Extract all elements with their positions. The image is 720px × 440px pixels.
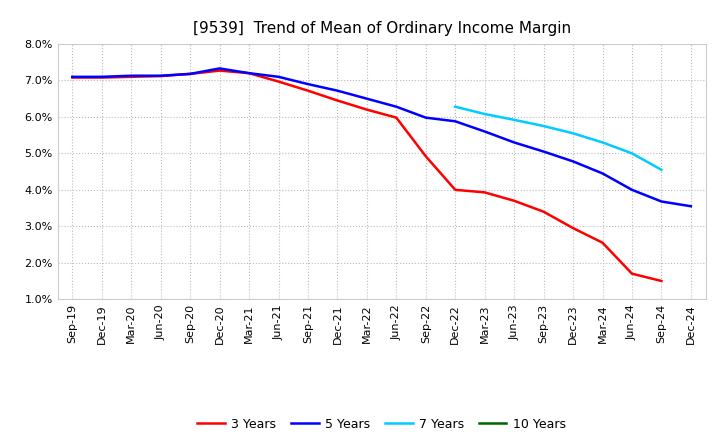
3 Years: [539, 209, 548, 214]
5 Years: [392, 104, 400, 110]
7 Years: [657, 167, 666, 172]
5 Years: [569, 159, 577, 164]
3 Years: [127, 74, 135, 80]
5 Years: [97, 74, 106, 80]
3 Years: [68, 75, 76, 80]
3 Years: [392, 115, 400, 120]
3 Years: [186, 71, 194, 77]
3 Years: [598, 240, 607, 246]
Title: [9539]  Trend of Mean of Ordinary Income Margin: [9539] Trend of Mean of Ordinary Income …: [192, 21, 571, 36]
5 Years: [363, 96, 372, 101]
7 Years: [628, 151, 636, 156]
5 Years: [68, 74, 76, 80]
3 Years: [363, 107, 372, 112]
3 Years: [274, 79, 283, 84]
3 Years: [569, 225, 577, 231]
5 Years: [215, 66, 224, 71]
7 Years: [539, 123, 548, 128]
5 Years: [480, 129, 489, 134]
7 Years: [510, 117, 518, 122]
5 Years: [657, 199, 666, 204]
5 Years: [598, 171, 607, 176]
5 Years: [304, 81, 312, 87]
3 Years: [657, 279, 666, 284]
5 Years: [245, 70, 253, 76]
3 Years: [333, 98, 342, 103]
7 Years: [598, 140, 607, 145]
5 Years: [628, 187, 636, 192]
5 Years: [421, 115, 430, 120]
7 Years: [569, 131, 577, 136]
5 Years: [274, 74, 283, 80]
Line: 3 Years: 3 Years: [72, 70, 662, 281]
3 Years: [421, 154, 430, 159]
3 Years: [510, 198, 518, 203]
5 Years: [539, 149, 548, 154]
3 Years: [451, 187, 459, 192]
5 Years: [451, 119, 459, 124]
Line: 5 Years: 5 Years: [72, 69, 691, 206]
3 Years: [215, 68, 224, 73]
7 Years: [451, 104, 459, 110]
3 Years: [97, 75, 106, 80]
5 Years: [510, 140, 518, 145]
3 Years: [245, 70, 253, 76]
5 Years: [186, 71, 194, 77]
Legend: 3 Years, 5 Years, 7 Years, 10 Years: 3 Years, 5 Years, 7 Years, 10 Years: [192, 413, 571, 436]
5 Years: [333, 88, 342, 93]
5 Years: [156, 73, 165, 78]
5 Years: [127, 73, 135, 78]
5 Years: [687, 204, 696, 209]
Line: 7 Years: 7 Years: [455, 107, 662, 170]
3 Years: [304, 88, 312, 93]
3 Years: [628, 271, 636, 276]
3 Years: [480, 190, 489, 195]
3 Years: [156, 73, 165, 79]
7 Years: [480, 111, 489, 117]
